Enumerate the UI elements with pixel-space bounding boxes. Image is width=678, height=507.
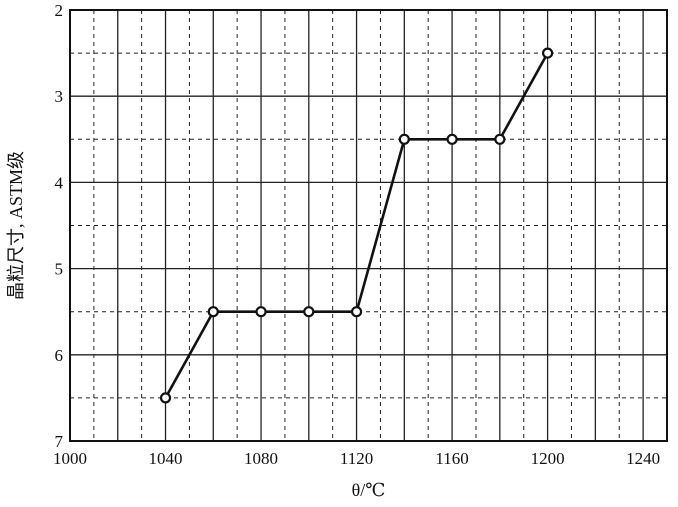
data-point: [207, 306, 219, 318]
data-point: [541, 47, 554, 59]
data-point: [303, 306, 315, 318]
data-point: [159, 392, 172, 404]
data-point: [255, 306, 267, 318]
x-tick-label: 1160: [435, 449, 468, 468]
y-tick-label: 6: [55, 346, 64, 365]
x-tick-labels: 1000 1040 1080 1120 1160 1200 1240: [53, 449, 660, 468]
y-tick-label: 5: [55, 260, 64, 279]
y-axis-label: 晶粒尺寸, ASTM级: [6, 151, 26, 300]
x-tick-label: 1000: [53, 449, 87, 468]
grid: [70, 10, 667, 441]
data-point: [494, 133, 506, 145]
data-point: [446, 133, 458, 145]
x-axis-label: θ/℃: [352, 480, 386, 500]
y-tick-label: 2: [55, 1, 64, 20]
x-tick-label: 1240: [626, 449, 660, 468]
data-point: [350, 306, 363, 318]
x-tick-label: 1120: [340, 449, 373, 468]
x-tick-label: 1200: [531, 449, 565, 468]
y-tick-label: 7: [55, 432, 64, 451]
y-tick-label: 4: [55, 173, 64, 192]
data-point: [398, 133, 410, 145]
x-tick-label: 1040: [149, 449, 183, 468]
y-tick-labels: 2 3 4 5 6 7: [55, 1, 64, 451]
y-tick-label: 3: [55, 87, 64, 106]
plot-frame: [69, 9, 668, 442]
x-tick-label: 1080: [244, 449, 278, 468]
data-points: [159, 47, 554, 404]
